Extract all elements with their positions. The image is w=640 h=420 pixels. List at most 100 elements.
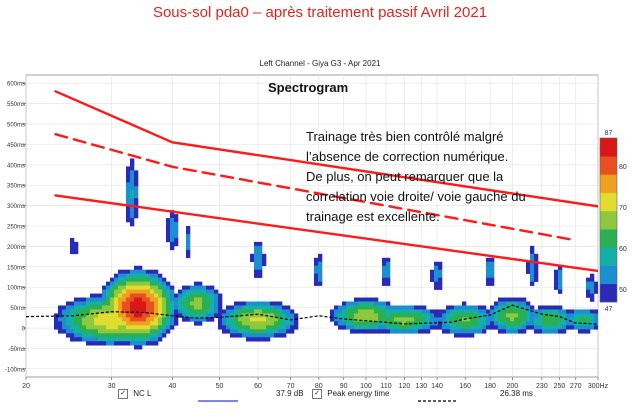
heatmap-cell xyxy=(166,309,171,314)
heatmap-cell xyxy=(114,297,119,302)
heatmap-cell xyxy=(578,309,583,314)
heatmap-cell xyxy=(254,249,259,255)
heatmap-cell xyxy=(282,333,287,338)
colorbar-max-label: 87 xyxy=(605,130,613,137)
heatmap-cell xyxy=(266,321,271,326)
heatmap-cell xyxy=(250,257,255,263)
heatmap-cell xyxy=(154,289,159,294)
heatmap-cell xyxy=(486,281,491,286)
heatmap-cell xyxy=(410,325,415,330)
heatmap-cell xyxy=(358,309,363,314)
heatmap-cell xyxy=(458,333,463,338)
heatmap-cell xyxy=(502,313,507,318)
heatmap-cell xyxy=(62,325,67,330)
heatmap-cell xyxy=(554,317,559,322)
heatmap-cell xyxy=(158,337,163,342)
heatmap-cell xyxy=(458,313,463,318)
heatmap-cell xyxy=(450,329,455,334)
heatmap-cell xyxy=(586,285,591,290)
heatmap-cell xyxy=(182,305,187,310)
heatmap-cell xyxy=(166,325,171,330)
heatmap-cell xyxy=(146,317,151,322)
heatmap-cell xyxy=(78,325,83,330)
heatmap-cell xyxy=(130,218,135,223)
heatmap-cell xyxy=(74,249,79,255)
heatmap-cell xyxy=(382,281,387,286)
heatmap-cell xyxy=(94,293,99,298)
series1-checkbox[interactable]: ✓ xyxy=(118,389,128,399)
heatmap-cell xyxy=(346,321,351,326)
heatmap-cell xyxy=(450,325,455,330)
heatmap-cell xyxy=(194,301,199,306)
heatmap-cell xyxy=(274,333,279,338)
heatmap-cell xyxy=(82,337,87,342)
heatmap-cell xyxy=(98,337,103,342)
heatmap-cell xyxy=(386,265,391,271)
y-tick-label: 300ms xyxy=(7,204,25,210)
heatmap-cell xyxy=(254,321,259,326)
heatmap-cell xyxy=(170,222,175,227)
heatmap-cell xyxy=(122,289,127,294)
heatmap-cell xyxy=(154,281,159,286)
heatmap-cell xyxy=(538,317,543,322)
heatmap-cell xyxy=(206,285,211,290)
heatmap-cell xyxy=(206,301,211,306)
heatmap-cell xyxy=(150,329,155,334)
heatmap-cell xyxy=(154,301,159,306)
heatmap-cell xyxy=(458,321,463,326)
heatmap-cell xyxy=(130,210,135,215)
heatmap-cell xyxy=(582,313,587,318)
heatmap-cell xyxy=(378,317,383,322)
heatmap-cell xyxy=(134,317,139,322)
heatmap-cell xyxy=(534,253,539,259)
heatmap-cell xyxy=(210,305,215,310)
heatmap-cell xyxy=(166,321,171,326)
heatmap-cell xyxy=(118,297,123,302)
x-tick-label: 250 xyxy=(554,383,566,390)
heatmap-cell xyxy=(254,253,259,259)
heatmap-cell xyxy=(174,237,179,243)
heatmap-cell xyxy=(378,301,383,306)
heatmap-cell xyxy=(366,309,371,314)
heatmap-cell xyxy=(62,317,67,322)
heatmap-cell xyxy=(194,289,199,294)
heatmap-cell xyxy=(534,329,539,334)
heatmap-cell xyxy=(262,305,267,310)
heatmap-cell xyxy=(250,321,255,326)
heatmap-cell xyxy=(138,309,143,314)
decay-trend-line xyxy=(54,132,577,242)
heatmap-cell xyxy=(90,333,95,338)
heatmap-cell xyxy=(114,289,119,294)
heatmap-cell xyxy=(58,325,63,330)
heatmap-cell xyxy=(134,190,139,195)
heatmap-cell xyxy=(446,313,451,318)
heatmap-cell xyxy=(274,309,279,314)
heatmap-cell xyxy=(242,325,247,330)
heatmap-cell xyxy=(542,325,547,330)
heatmap-cell xyxy=(170,301,175,306)
heatmap-cell xyxy=(558,285,563,290)
heatmap-cell xyxy=(126,321,131,326)
heatmap-cell xyxy=(518,313,523,318)
heatmap-cell xyxy=(158,281,163,286)
heatmap-cell xyxy=(90,309,95,314)
heatmap-cell xyxy=(282,305,287,310)
heatmap-cell xyxy=(290,325,295,330)
heatmap-cell xyxy=(370,313,375,318)
heatmap-cell xyxy=(590,293,595,298)
heatmap-cell xyxy=(518,301,523,306)
heatmap-cell xyxy=(258,249,263,255)
heatmap-cell xyxy=(242,317,247,322)
series2-checkbox[interactable]: ✓ xyxy=(312,389,322,399)
heatmap-cell xyxy=(142,281,147,286)
heatmap-cell xyxy=(150,305,155,310)
heatmap-cell xyxy=(142,305,147,310)
heatmap-cell xyxy=(522,301,527,306)
heatmap-cell xyxy=(522,305,527,310)
heatmap-cell xyxy=(558,325,563,330)
heatmap-cell xyxy=(254,337,259,342)
heatmap-cell xyxy=(118,269,123,274)
heatmap-cell xyxy=(94,333,99,338)
heatmap-cell xyxy=(94,329,99,334)
heatmap-cell xyxy=(514,313,519,318)
